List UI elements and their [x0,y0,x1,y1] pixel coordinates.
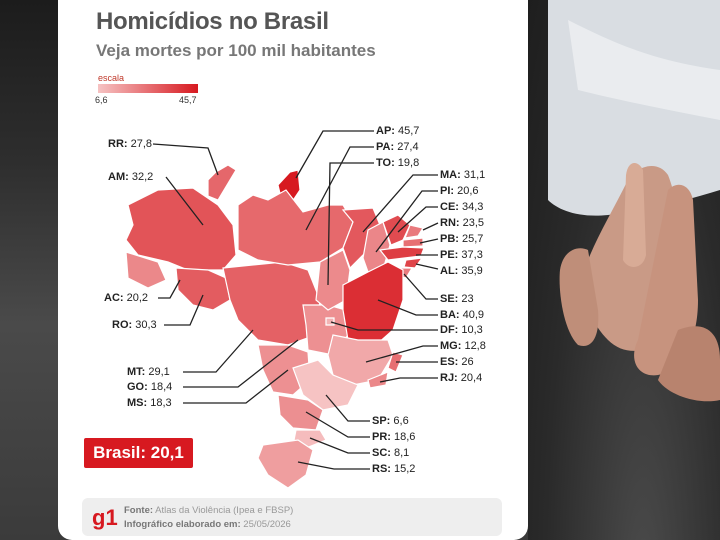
footer-source: Fonte: Atlas da Violência (Ipea e FBSP) [124,505,294,516]
state-label-es: ES: 26 [440,356,474,368]
state-label-pe: PE: 37,3 [440,249,483,261]
state-label-ac: AC: 20,2 [104,292,149,304]
state-mt [222,261,321,346]
state-label-mt: MT: 29,1 [127,366,170,378]
state-pb [402,237,424,248]
state-pe [378,246,425,261]
leader-line-sc [309,437,370,454]
brasil-total-badge: Brasil: 20,1 [84,438,193,468]
leader-line-mt [183,329,254,373]
hand-photo-illustration [548,0,720,402]
leader-line-pb [419,238,439,244]
state-rj [367,371,389,389]
leader-line-se [403,273,438,300]
state-label-se: SE: 23 [440,293,474,305]
leader-line-ro [164,294,204,326]
state-label-mg: MG: 12,8 [440,340,486,352]
state-label-al: AL: 35,9 [440,265,483,277]
state-label-rs: RS: 15,2 [372,463,416,475]
footer: g1 Fonte: Atlas da Violência (Ipea e FBS… [82,498,502,536]
leader-line-ac [158,279,181,299]
state-label-rj: RJ: 20,4 [440,372,483,384]
leader-line-mg [365,345,438,363]
brazil-map [125,130,439,489]
state-rs [257,439,314,489]
leader-line-ba [377,299,438,316]
state-label-pa: PA: 27,4 [376,141,419,153]
page-title: Homicídios no Brasil [96,8,329,35]
state-label-sp: SP: 6,6 [372,415,409,427]
leader-line-ms [183,369,289,404]
leader-line-sp [325,394,370,422]
background-photo-hand [528,0,720,540]
leader-line-ma [362,174,438,233]
state-rn [404,224,424,239]
background-photo-left [0,0,58,540]
page-subtitle: Veja mortes por 100 mil habitantes [96,41,376,60]
state-label-ms: MS: 18,3 [127,397,172,409]
scale-gradient-bar [98,84,198,93]
state-ac [125,251,167,289]
state-label-ro: RO: 30,3 [112,319,157,331]
footer-date: Infográfico elaborado em: 25/05/2026 [124,519,291,530]
leader-line-rj [379,377,438,383]
leader-line-rn [422,222,439,231]
scale-max: 45,7 [179,95,197,105]
state-label-ba: BA: 40,9 [440,309,485,321]
leader-line-pr [305,411,370,438]
state-ro [175,267,231,311]
leader-line-am [165,176,204,226]
leader-line-ce [397,206,438,233]
scale-min: 6,6 [95,95,108,105]
state-label-rr: RR: 27,8 [108,138,153,150]
state-label-ma: MA: 31,1 [440,169,486,181]
state-es [387,351,404,373]
leader-line-to [327,162,374,286]
state-label-ce: CE: 34,3 [440,201,484,213]
state-label-go: GO: 18,4 [127,381,173,393]
leader-line-ap [295,130,374,179]
state-rr [207,164,237,201]
leader-line-al [415,263,439,270]
state-label-sc: SC: 8,1 [372,447,410,459]
state-label-df: DF: 10,3 [440,324,483,336]
leader-line-rr [152,143,219,176]
state-al [403,257,424,269]
state-sp [292,359,359,411]
leader-line-df [330,321,438,331]
state-label-am: AM: 32,2 [108,171,154,183]
leader-line-rs [297,461,370,470]
state-label-rn: RN: 23,5 [440,217,485,229]
state-label-pi: PI: 20,6 [440,185,479,197]
g1-logo: g1 [92,505,118,530]
state-label-ap: AP: 45,7 [376,125,420,137]
leader-line-pi [375,190,438,253]
infographic-card: Homicídios no Brasil Veja mortes por 100… [58,0,528,540]
leader-line-go [183,339,299,388]
leader-line-pa [305,146,374,231]
state-ba [342,261,404,346]
state-df [325,317,335,326]
state-label-pr: PR: 18,6 [372,431,416,443]
state-label-to: TO: 19,8 [376,157,420,169]
scale-label: escala [98,73,125,83]
state-label-pb: PB: 25,7 [440,233,484,245]
